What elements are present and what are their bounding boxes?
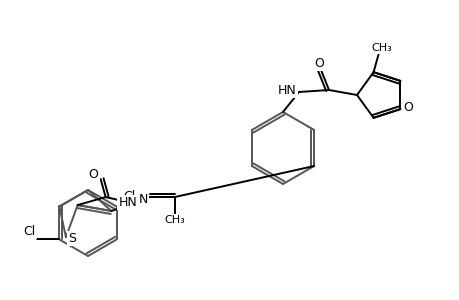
- Text: HN: HN: [118, 196, 137, 208]
- Text: O: O: [313, 56, 323, 70]
- Text: N: N: [138, 193, 147, 206]
- Text: CH₃: CH₃: [370, 43, 391, 53]
- Text: Cl: Cl: [123, 190, 135, 203]
- Text: O: O: [403, 100, 413, 114]
- Text: CH₃: CH₃: [164, 215, 185, 225]
- Text: S: S: [68, 232, 76, 245]
- Text: Cl: Cl: [23, 225, 35, 238]
- Text: O: O: [89, 168, 98, 181]
- Text: HN: HN: [278, 83, 297, 97]
